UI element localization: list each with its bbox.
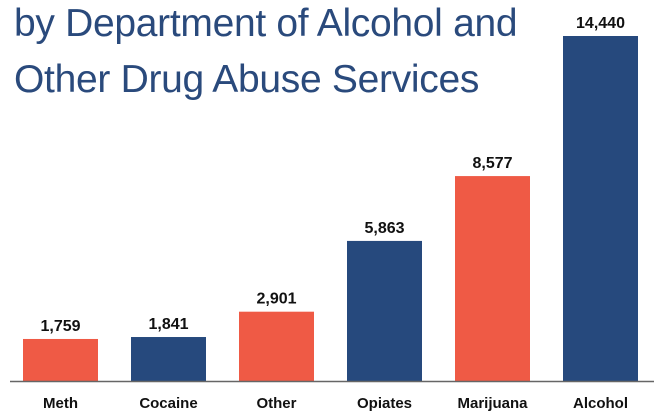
bar-cocaine <box>131 337 206 381</box>
bar-other <box>239 311 314 381</box>
chart-title-line-1: by Department of Alcohol and <box>14 2 518 45</box>
category-label-marijuana: Marijuana <box>457 395 528 412</box>
value-label-cocaine: 1,841 <box>148 316 188 333</box>
category-label-alcohol: Alcohol <box>573 395 628 412</box>
category-label-meth: Meth <box>43 395 78 412</box>
bar-alcohol <box>563 36 638 381</box>
value-label-meth: 1,759 <box>40 318 80 335</box>
bars-group <box>23 36 638 381</box>
category-label-opiates: Opiates <box>357 395 412 412</box>
value-label-marijuana: 8,577 <box>472 155 512 172</box>
bar-meth <box>23 338 98 381</box>
value-label-other: 2,901 <box>256 291 296 308</box>
bar-opiates <box>347 240 422 381</box>
chart-title: by Department of Alcohol and Other Drug … <box>14 0 518 108</box>
chart-title-line-2: Other Drug Abuse Services <box>14 58 480 101</box>
bar-marijuana <box>455 176 530 381</box>
value-label-opiates: 5,863 <box>364 220 404 237</box>
value-label-alcohol: 14,440 <box>576 15 625 32</box>
value-labels-group: 1,759 1,841 2,901 5,863 8,577 14,440 <box>40 15 625 335</box>
category-label-other: Other <box>256 395 296 412</box>
category-labels-group: Meth Cocaine Other Opiates Marijuana Alcohol <box>43 395 628 412</box>
category-label-cocaine: Cocaine <box>139 395 197 412</box>
